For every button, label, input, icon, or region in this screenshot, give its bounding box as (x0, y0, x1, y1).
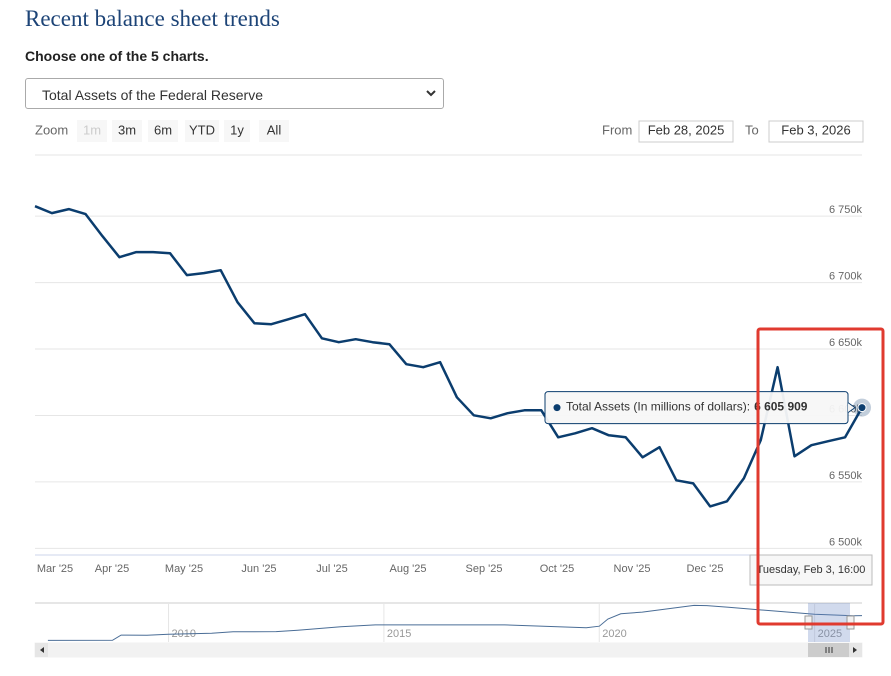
from-input[interactable] (638, 120, 734, 143)
chart: Zoom 1m 3m 6m YTD 1y All From Feb 28, 2025 To Feb … (34, 120, 885, 658)
navigator-tick-label: 2025 (818, 628, 842, 640)
zoom-button[interactable]: 3m (112, 120, 142, 142)
select-text: Total Assets of the Federal Reserve (42, 87, 263, 103)
button-bg (259, 120, 289, 142)
chart-select[interactable]: Total Assets of the Federal Reserve (25, 78, 444, 109)
button-bg (224, 120, 250, 142)
to-label: To (745, 122, 759, 137)
tooltip-text: Total Assets (In millions of dollars): 6 … (566, 400, 808, 414)
x-tick-label: Apr '25 (95, 563, 130, 575)
tooltip-name: Total Assets (In millions of dollars): (566, 400, 750, 414)
x-tick-label: Jun '25 (241, 563, 276, 575)
y-tick-label: 6 550k (829, 470, 863, 482)
highlight-box (756, 327, 885, 626)
y-tick-label: 6 700k (829, 270, 863, 282)
prompt: Choose one of the 5 charts. (25, 48, 209, 64)
button-label: All (267, 122, 282, 137)
hover-point (857, 403, 867, 413)
data-line (34, 205, 864, 508)
x-tick-label: Nov '25 (614, 563, 651, 575)
x-tick-label: Dec '25 (687, 563, 724, 575)
zoom-label: Zoom (35, 122, 68, 137)
zoom-button[interactable]: 1y (224, 120, 250, 142)
scroll-left-arrow (40, 647, 44, 653)
navigator-tick-label: 2020 (602, 628, 626, 640)
chevron (426, 90, 436, 97)
y-tick-label: 6 750k (829, 204, 863, 216)
tooltip-pointer (847, 402, 856, 414)
x-tick-label: Jul '25 (316, 563, 347, 575)
tooltip-dot (553, 404, 561, 412)
x-tick-label: Aug '25 (390, 563, 427, 575)
to-value: Feb 3, 2026 (781, 122, 850, 137)
date-box (749, 554, 873, 586)
y-tick-label: 6 500k (829, 536, 863, 548)
x-tick-label: May '25 (165, 563, 203, 575)
button-bg (112, 120, 142, 142)
zoom-button[interactable]: All (259, 120, 289, 142)
zoom-button[interactable]: 1m (77, 120, 107, 142)
button-bg (148, 120, 178, 142)
zoom-button[interactable]: YTD (185, 120, 219, 142)
button-label: 1y (230, 122, 244, 137)
x-tick-label: Sep '25 (466, 563, 503, 575)
scroll-right-arrow (853, 647, 857, 653)
scrollbar-track (34, 642, 863, 658)
button-label: 6m (154, 122, 172, 137)
button-label: 3m (118, 122, 136, 137)
button-label: 1m (83, 122, 101, 137)
navigator-line (47, 604, 863, 641)
from-label: From (602, 122, 632, 137)
button-bg (185, 120, 219, 142)
page-title: Recent balance sheet trends (25, 6, 280, 31)
date-tooltip: Tuesday, Feb 3, 16:00 (749, 554, 873, 586)
y-tick-label: 6 650k (829, 337, 863, 349)
button-bg (77, 120, 107, 142)
scrollbar-grip (825, 647, 833, 653)
from-value: Feb 28, 2025 (648, 122, 725, 137)
x-tick-label: Mar '25 (37, 563, 73, 575)
tooltip-value: 6 605 909 (754, 400, 808, 414)
to-input[interactable] (768, 120, 864, 143)
tooltip: Total Assets (In millions of dollars): 6 … (544, 391, 856, 425)
zoom-button[interactable]: 6m (148, 120, 178, 142)
date-text: Tuesday, Feb 3, 16:00 (757, 564, 866, 576)
button-label: YTD (189, 122, 215, 137)
x-tick-label: Oct '25 (540, 563, 575, 575)
navigator-tick-label: 2015 (387, 628, 411, 640)
